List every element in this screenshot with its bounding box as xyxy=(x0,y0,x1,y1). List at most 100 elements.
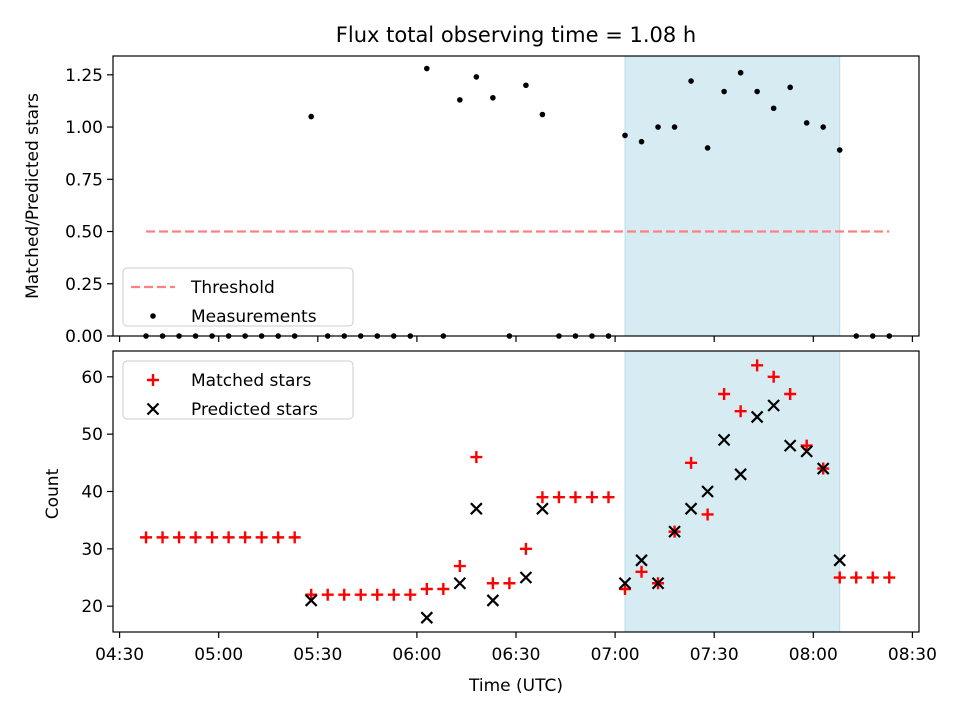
x-tick-label: 07:30 xyxy=(690,645,739,665)
matched-point xyxy=(222,531,235,544)
x-tick-label: 06:00 xyxy=(392,645,441,665)
matched-point xyxy=(784,388,797,401)
y-tick-label: 1.25 xyxy=(65,66,103,86)
measurement-point xyxy=(473,74,480,80)
predicted-point xyxy=(717,433,731,447)
legend-label: Threshold xyxy=(190,278,275,298)
matched-point xyxy=(800,439,813,452)
legend-box xyxy=(122,360,354,420)
measurement-point xyxy=(737,69,744,76)
predicted-point xyxy=(783,439,797,452)
legend-matched-swatch xyxy=(147,374,159,386)
matched-point xyxy=(321,588,334,601)
x-tick-label: 04:30 xyxy=(95,645,144,665)
matched-point xyxy=(883,571,896,584)
predicted-point xyxy=(750,410,764,424)
legend-label: Measurements xyxy=(191,307,317,327)
legend: Threshold Measurements xyxy=(122,267,354,327)
predicted-point xyxy=(453,576,467,590)
predicted-point xyxy=(635,554,648,567)
predicted-point xyxy=(536,502,549,515)
matched-point xyxy=(140,531,153,544)
predicted-point xyxy=(668,525,681,538)
matched-point xyxy=(371,588,384,601)
y-tick-label: 30 xyxy=(81,540,103,560)
x-tick-label: 08:00 xyxy=(789,645,838,665)
predicted-point xyxy=(816,462,830,475)
y-tick-label: 0.50 xyxy=(65,223,103,243)
matched-point xyxy=(585,491,598,504)
matched-point xyxy=(619,582,632,595)
measurement-point xyxy=(721,88,727,95)
measurement-point xyxy=(787,84,793,91)
matched-point xyxy=(635,565,648,578)
measurement-point xyxy=(754,88,760,95)
measurement-point xyxy=(836,147,843,153)
panel-1: 0.00 0.25 0.50 0.75 1.00 1.25 Threshold Measure… xyxy=(65,55,920,347)
legend-box xyxy=(122,267,354,327)
x-axis-label: Time (UTC) xyxy=(468,676,563,696)
matched-point xyxy=(453,560,466,573)
predicted-point xyxy=(734,468,747,481)
y-tick-label: 0.25 xyxy=(65,275,103,295)
matched-point xyxy=(420,582,433,595)
matched-point xyxy=(718,388,731,401)
legend: Matched stars Predicted stars xyxy=(122,360,354,420)
measurement-point xyxy=(490,94,496,101)
matched-point xyxy=(751,359,764,372)
matched-point xyxy=(767,370,780,383)
measurement-point xyxy=(770,105,777,112)
predicted-point xyxy=(486,594,500,607)
matched-point xyxy=(272,531,285,544)
predicted-point xyxy=(701,485,714,498)
matched-point xyxy=(189,531,202,544)
top-y-axis-label: Matched/Predicted stars xyxy=(23,93,43,299)
shaded-region xyxy=(624,350,841,633)
predicted-point xyxy=(684,502,698,515)
measurement-point xyxy=(523,82,529,89)
matched-point xyxy=(437,582,450,595)
matched-point xyxy=(206,531,219,544)
predicted-point xyxy=(470,502,483,515)
predicted-point xyxy=(519,571,533,584)
chart-title: Flux total observing time = 1.08 h xyxy=(336,23,696,47)
matched-point xyxy=(288,531,301,544)
matched-point xyxy=(239,531,252,544)
panel-2: 20 30 40 50 60 04:30 05:00 05:30 06:00 06:30 07:00… xyxy=(81,350,937,665)
matched-point xyxy=(850,571,863,584)
measurement-point xyxy=(704,145,711,151)
predicted-point xyxy=(833,554,846,567)
measurement-point xyxy=(457,97,463,103)
matched-point xyxy=(338,588,351,601)
measurement-point xyxy=(820,124,827,130)
matched-point xyxy=(701,508,714,521)
matched-point xyxy=(569,491,582,504)
matched-point xyxy=(503,577,516,590)
legend-measurement-swatch xyxy=(150,313,156,319)
matched-point xyxy=(387,588,400,601)
y-tick-label: 0.75 xyxy=(65,170,103,190)
y-tick-label: 20 xyxy=(81,597,103,617)
matched-point xyxy=(470,451,483,464)
predicted-point xyxy=(767,399,780,412)
y-tick-label: 60 xyxy=(81,368,103,388)
matched-point xyxy=(255,531,268,544)
matched-point xyxy=(173,531,186,544)
matched-point xyxy=(156,531,169,544)
x-tick-label: 05:30 xyxy=(293,645,342,665)
matched-point xyxy=(486,577,499,590)
matched-point xyxy=(305,588,318,601)
legend-label: Predicted stars xyxy=(191,400,318,420)
measurement-point xyxy=(539,111,546,118)
y-tick-label: 1.00 xyxy=(65,118,103,138)
measurement-point xyxy=(688,78,694,84)
measurement-point xyxy=(622,132,628,139)
x-tick-label: 08:30 xyxy=(888,645,937,665)
predicted-point xyxy=(618,576,632,590)
predicted-point xyxy=(651,576,665,590)
matched-point xyxy=(602,491,615,504)
matched-point xyxy=(536,491,549,504)
predicted-point xyxy=(420,611,434,624)
y-tick-label: 0.00 xyxy=(65,327,103,347)
